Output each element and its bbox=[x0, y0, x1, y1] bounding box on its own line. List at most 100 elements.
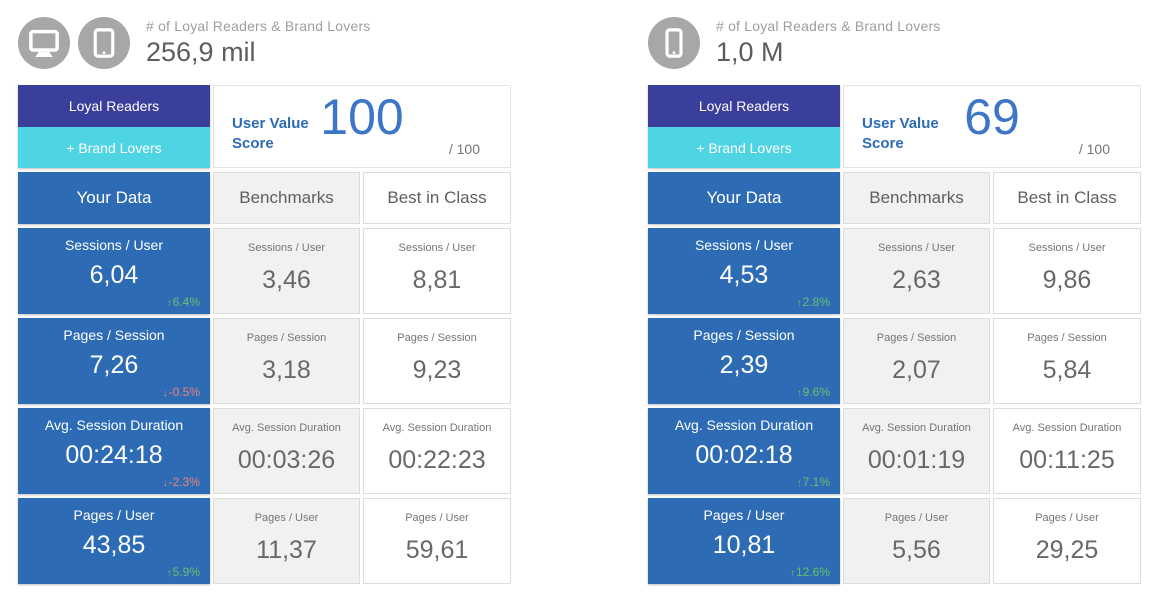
delta-badge: ↑12.6% bbox=[790, 565, 830, 579]
scorecard-grid: Loyal Readers + Brand Lovers User Value … bbox=[648, 85, 1141, 584]
metric-value: 00:02:18 bbox=[695, 441, 793, 469]
metric-label: Pages / User bbox=[254, 512, 319, 524]
metric-value: 9,23 bbox=[412, 356, 462, 384]
metric-label: Avg. Session Duration bbox=[862, 422, 971, 434]
metric-cell-your: Pages / Session 7,26 ↓-0.5% bbox=[18, 318, 210, 404]
delta-value: -0.5% bbox=[168, 385, 200, 399]
metric-value: 9,86 bbox=[1042, 266, 1092, 294]
user-value-score-card: User Value Score 100 / 100 bbox=[213, 85, 511, 168]
metric-value: 11,37 bbox=[256, 536, 317, 564]
delta-badge: ↑6.4% bbox=[167, 295, 200, 309]
column-header-benchmarks: Benchmarks bbox=[843, 172, 990, 224]
metric-value: 6,04 bbox=[89, 261, 139, 289]
panel-header: # of Loyal Readers & Brand Lovers 1,0 M bbox=[648, 10, 1141, 76]
metric-label: Sessions / User bbox=[64, 237, 164, 253]
metric-value: 5,56 bbox=[892, 536, 941, 564]
metric-cell-your: Avg. Session Duration 00:24:18 ↓-2.3% bbox=[18, 408, 210, 494]
metric-label: Pages / Session bbox=[693, 327, 795, 343]
metric-cell-best: Sessions / User 9,86 bbox=[993, 228, 1141, 314]
panel-mobile: # of Loyal Readers & Brand Lovers 1,0 M … bbox=[648, 10, 1141, 584]
score-value: 69 bbox=[964, 89, 1020, 145]
metric-label: Sessions / User bbox=[1028, 242, 1106, 254]
metric-cell-best: Avg. Session Duration 00:11:25 bbox=[993, 408, 1141, 494]
delta-value: 12.6% bbox=[795, 565, 830, 579]
metric-label: Pages / Session bbox=[397, 332, 477, 344]
device-icons bbox=[18, 17, 130, 69]
column-header-best-in-class: Best in Class bbox=[993, 172, 1141, 224]
metric-value: 7,26 bbox=[89, 351, 139, 379]
metric-label: Pages / User bbox=[73, 507, 155, 523]
delta-arrow-icon: ↓ bbox=[162, 388, 168, 399]
score-value: 100 bbox=[320, 89, 404, 145]
metric-value: 29,25 bbox=[1035, 536, 1099, 564]
segment-brand-lovers[interactable]: + Brand Lovers bbox=[18, 127, 210, 168]
metric-label: Avg. Session Duration bbox=[232, 422, 341, 434]
metric-cell-best: Sessions / User 8,81 bbox=[363, 228, 511, 314]
metric-label: Pages / User bbox=[405, 512, 469, 524]
delta-value: -2.3% bbox=[168, 475, 200, 489]
metric-value: 00:24:18 bbox=[65, 441, 163, 469]
delta-arrow-icon: ↑ bbox=[796, 388, 802, 399]
metric-cell-benchmark: Sessions / User 2,63 bbox=[843, 228, 990, 314]
delta-arrow-icon: ↑ bbox=[789, 568, 795, 579]
segment-loyal-readers[interactable]: Loyal Readers bbox=[18, 85, 210, 127]
delta-value: 6.4% bbox=[172, 295, 200, 309]
panel-title: # of Loyal Readers & Brand Lovers bbox=[716, 18, 941, 34]
metric-cell-your: Sessions / User 6,04 ↑6.4% bbox=[18, 228, 210, 314]
metric-value: 00:11:25 bbox=[1019, 446, 1115, 474]
metric-label: Avg. Session Duration bbox=[674, 417, 814, 433]
score-label: User Value Score bbox=[862, 115, 939, 152]
desktop-icon bbox=[18, 17, 70, 69]
score-max: / 100 bbox=[1078, 141, 1110, 157]
scorecard-grid: Loyal Readers + Brand Lovers User Value … bbox=[18, 85, 511, 584]
segment-toggle: Loyal Readers + Brand Lovers bbox=[648, 85, 840, 168]
metric-value: 3,46 bbox=[262, 266, 311, 294]
segment-brand-lovers[interactable]: + Brand Lovers bbox=[648, 127, 840, 168]
delta-badge: ↑2.8% bbox=[797, 295, 830, 309]
metric-cell-benchmark: Pages / Session 2,07 bbox=[843, 318, 990, 404]
metric-label: Pages / User bbox=[703, 507, 785, 523]
delta-badge: ↑5.9% bbox=[167, 565, 200, 579]
metric-label: Sessions / User bbox=[247, 242, 326, 254]
column-header-best-in-class: Best in Class bbox=[363, 172, 511, 224]
column-header-your-data: Your Data bbox=[648, 172, 840, 224]
tablet-icon bbox=[78, 17, 130, 69]
metric-cell-your: Pages / User 10,81 ↑12.6% bbox=[648, 498, 840, 584]
delta-arrow-icon: ↑ bbox=[796, 298, 802, 309]
segment-toggle: Loyal Readers + Brand Lovers bbox=[18, 85, 210, 168]
metric-cell-best: Pages / User 59,61 bbox=[363, 498, 511, 584]
delta-badge: ↑9.6% bbox=[797, 385, 830, 399]
panel-header: # of Loyal Readers & Brand Lovers 256,9 … bbox=[18, 10, 511, 76]
metric-label: Avg. Session Duration bbox=[44, 417, 184, 433]
metric-cell-your: Pages / User 43,85 ↑5.9% bbox=[18, 498, 210, 584]
metric-value: 8,81 bbox=[412, 266, 462, 294]
metric-cell-your: Sessions / User 4,53 ↑2.8% bbox=[648, 228, 840, 314]
metric-value: 4,53 bbox=[719, 261, 769, 289]
metric-label: Pages / Session bbox=[246, 332, 327, 344]
metric-label: Avg. Session Duration bbox=[382, 422, 492, 434]
metric-cell-best: Pages / Session 9,23 bbox=[363, 318, 511, 404]
metric-cell-benchmark: Pages / User 5,56 bbox=[843, 498, 990, 584]
metric-cell-your: Avg. Session Duration 00:02:18 ↑7.1% bbox=[648, 408, 840, 494]
panel-total-value: 256,9 mil bbox=[146, 37, 256, 67]
metric-label: Pages / Session bbox=[63, 327, 165, 343]
metric-value: 00:22:23 bbox=[388, 446, 486, 474]
metric-cell-benchmark: Pages / Session 3,18 bbox=[213, 318, 360, 404]
delta-value: 2.8% bbox=[802, 295, 830, 309]
metric-value: 2,07 bbox=[892, 356, 941, 384]
metric-cell-benchmark: Sessions / User 3,46 bbox=[213, 228, 360, 314]
metric-value: 2,63 bbox=[892, 266, 941, 294]
score-max: / 100 bbox=[448, 141, 480, 157]
delta-arrow-icon: ↓ bbox=[162, 478, 168, 489]
metric-value: 00:01:19 bbox=[867, 446, 966, 474]
metric-label: Sessions / User bbox=[398, 242, 476, 254]
metric-cell-benchmark: Pages / User 11,37 bbox=[213, 498, 360, 584]
column-header-your-data: Your Data bbox=[18, 172, 210, 224]
delta-value: 5.9% bbox=[172, 565, 200, 579]
delta-badge: ↑7.1% bbox=[797, 475, 830, 489]
segment-loyal-readers[interactable]: Loyal Readers bbox=[648, 85, 840, 127]
metric-value: 59,61 bbox=[405, 536, 469, 564]
column-header-benchmarks: Benchmarks bbox=[213, 172, 360, 224]
delta-value: 7.1% bbox=[802, 475, 830, 489]
metric-value: 5,84 bbox=[1042, 356, 1092, 384]
